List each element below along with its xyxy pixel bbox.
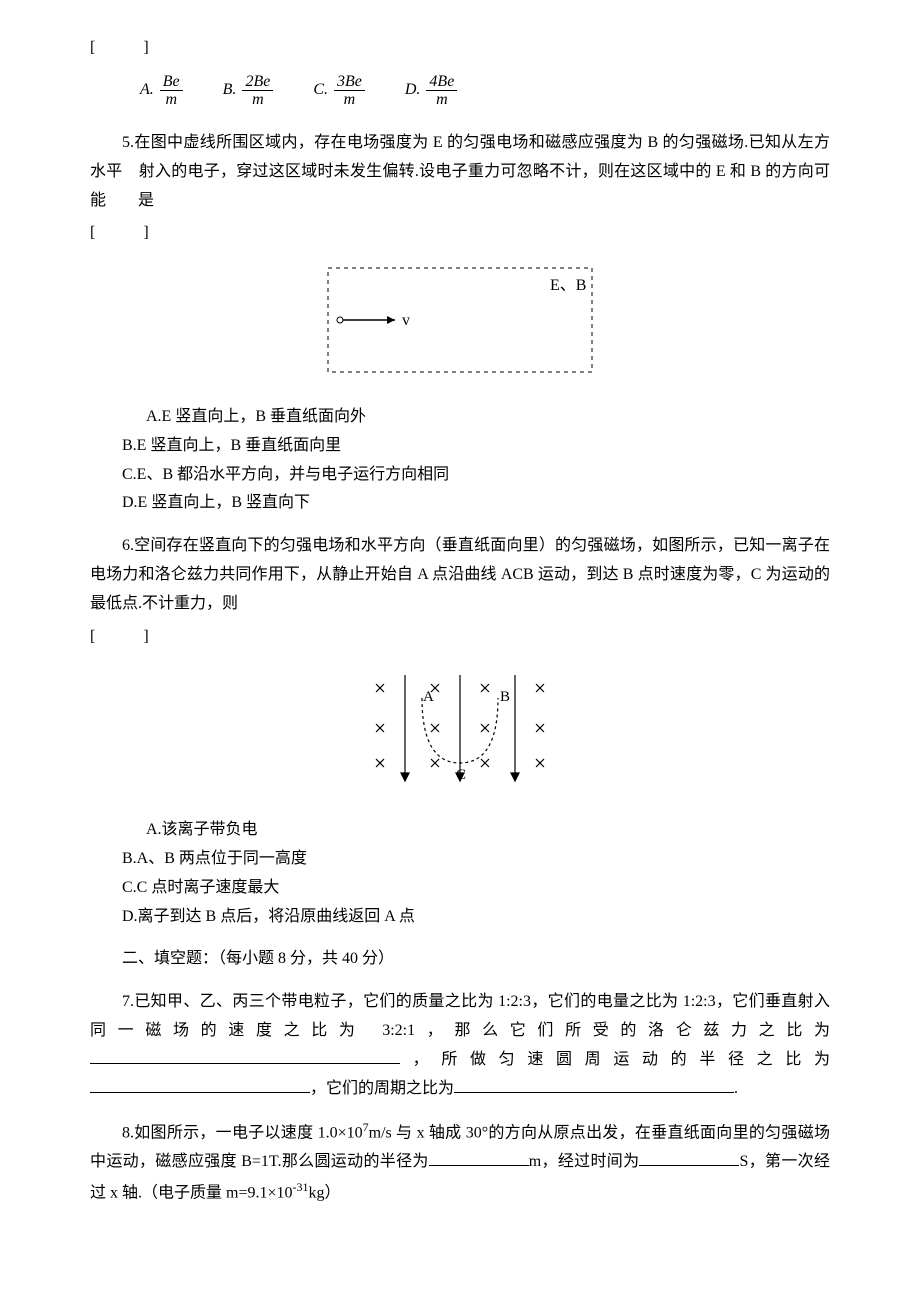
q7-blank2[interactable] — [90, 1075, 310, 1093]
q5-options: A.E 竖直向上，B 垂直纸面向外 B.E 竖直向上，B 垂直纸面向里 C.E、… — [90, 403, 830, 518]
q6-opt-b: B.A、B 两点位于同一高度 — [90, 845, 830, 874]
frac-num: 2Be — [242, 73, 273, 92]
q5-opt-b: B.E 竖直向上，B 垂直纸面向里 — [90, 432, 830, 461]
q5-svg: E、B v — [320, 260, 600, 380]
q6-options: A.该离子带负电 B.A、B 两点位于同一高度 C.C 点时离子速度最大 D.离… — [90, 816, 830, 931]
q7-blank3[interactable] — [454, 1075, 734, 1093]
q7-t4: . — [734, 1080, 738, 1097]
q4-opt-a: A. Be m — [140, 73, 183, 109]
q4-opt-d-label: D. — [405, 76, 421, 105]
q5-opt-c: C.E、B 都沿水平方向，并与电子运行方向相同 — [90, 461, 830, 490]
frac-den: m — [249, 91, 267, 109]
q6-opt-a: A.该离子带负电 — [90, 816, 830, 845]
frac-num: 3Be — [334, 73, 365, 92]
q8-t1: 8.如图所示，一电子以速度 1.0×10 — [122, 1125, 363, 1142]
q4-opt-d-frac: 4Be m — [426, 73, 457, 109]
q6-label-a: A — [423, 689, 434, 705]
q5-opt-d: D.E 竖直向上，B 竖直向下 — [90, 489, 830, 518]
q4-opt-c-label: C. — [313, 76, 328, 105]
q4-opt-b-frac: 2Be m — [242, 73, 273, 109]
q6-opt-d: D.离子到达 B 点后，将沿原曲线返回 A 点 — [90, 903, 830, 932]
frac-num: 4Be — [426, 73, 457, 92]
q6-svg: A B C — [350, 663, 570, 793]
q7-blank1[interactable] — [90, 1046, 400, 1064]
q5-text: 5.在图中虚线所围区域内，存在电场强度为 E 的匀强电场和磁感应强度为 B 的匀… — [90, 129, 830, 215]
q6-figure: A B C — [90, 663, 830, 804]
q7-t3: ，它们的周期之比为 — [310, 1080, 454, 1097]
q5-label-v: v — [402, 312, 410, 329]
q6-text: 6.空间存在竖直向下的匀强电场和水平方向（垂直纸面向里）的匀强磁场，如图所示，已… — [90, 532, 830, 618]
q6-bracket: [ ] — [90, 623, 830, 652]
q4-opt-a-frac: Be m — [160, 73, 183, 109]
q7: 7.已知甲、乙、丙三个带电粒子，它们的质量之比为 1:2:3，它们的电量之比为 … — [90, 988, 830, 1103]
q8-t3: m，经过时间为 — [529, 1153, 640, 1170]
q4-opt-a-label: A. — [140, 76, 154, 105]
frac-num: Be — [160, 73, 183, 92]
q5-label-eb: E、B — [550, 277, 586, 294]
q4-opt-b: B. 2Be m — [223, 73, 274, 109]
q4-opt-c-frac: 3Be m — [334, 73, 365, 109]
q5-opt-a: A.E 竖直向上，B 垂直纸面向外 — [90, 403, 830, 432]
q8: 8.如图所示，一电子以速度 1.0×107m/s 与 x 轴成 30°的方向从原… — [90, 1117, 830, 1208]
q8-blank1[interactable] — [429, 1149, 529, 1167]
frac-den: m — [433, 91, 451, 109]
q4-opt-d: D. 4Be m — [405, 73, 457, 109]
section2-title: 二、填空题：（每小题 8 分，共 40 分） — [90, 945, 830, 974]
q4-opt-b-label: B. — [223, 76, 237, 105]
q8-t5: kg） — [309, 1185, 341, 1202]
q4-options: A. Be m B. 2Be m C. 3Be m D. 4Be m — [90, 73, 830, 109]
q5-figure: E、B v — [90, 260, 830, 391]
q8-blank2[interactable] — [639, 1149, 739, 1167]
q5-arrow-head — [387, 316, 395, 324]
q5-dot — [337, 317, 343, 323]
q7-t2: ，所做匀速圆周运动的半径之比为 — [400, 1051, 830, 1068]
q5-bracket: [ ] — [90, 219, 830, 248]
frac-den: m — [341, 91, 359, 109]
frac-den: m — [162, 91, 180, 109]
q6-label-b: B — [500, 689, 510, 705]
q4-bracket: [ ] — [90, 34, 830, 63]
q6-opt-c: C.C 点时离子速度最大 — [90, 874, 830, 903]
q8-sup2: -31 — [293, 1180, 309, 1194]
q6-label-c: C — [456, 767, 466, 783]
q7-t1: 7.已知甲、乙、丙三个带电粒子，它们的质量之比为 1:2:3，它们的电量之比为 … — [90, 993, 830, 1039]
q4-opt-c: C. 3Be m — [313, 73, 365, 109]
